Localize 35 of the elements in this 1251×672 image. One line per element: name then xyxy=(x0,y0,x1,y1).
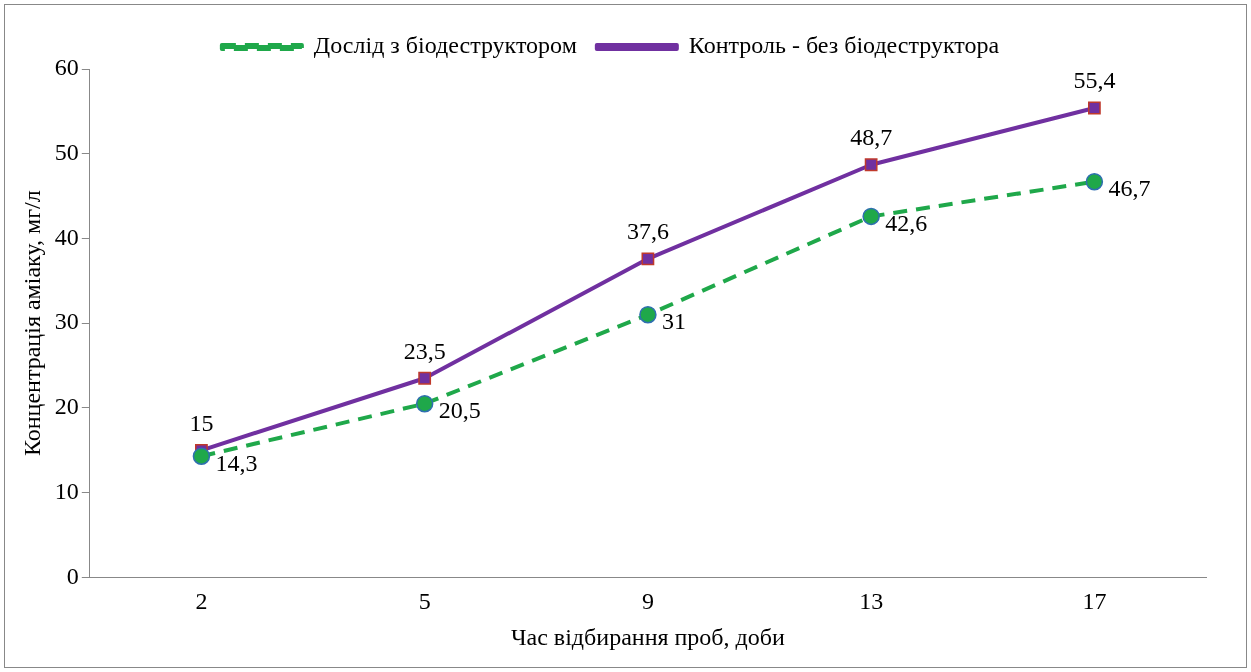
y-tick-label: 20 xyxy=(54,393,79,420)
data-label: 14,3 xyxy=(215,449,258,476)
data-label: 37,6 xyxy=(626,218,669,245)
legend-label: Контроль - без біодеструктора xyxy=(688,32,1000,59)
x-axis-title: Час відбирання проб, доби xyxy=(510,623,785,650)
data-label: 31 xyxy=(661,308,686,335)
data-label: 15 xyxy=(189,409,214,436)
y-tick-label: 0 xyxy=(66,562,79,589)
data-label: 55,4 xyxy=(1073,67,1116,94)
y-tick-label: 50 xyxy=(54,139,79,166)
y-tick-label: 30 xyxy=(54,308,79,335)
data-label: 46,7 xyxy=(1108,174,1151,201)
data-label: 48,7 xyxy=(850,124,893,151)
y-tick-label: 40 xyxy=(54,223,79,250)
point xyxy=(864,158,878,172)
y-tick-label: 10 xyxy=(54,477,79,504)
point xyxy=(639,305,657,324)
point xyxy=(1087,101,1101,115)
point xyxy=(1085,172,1104,191)
data-label: 42,6 xyxy=(885,209,928,236)
y-tick-label: 60 xyxy=(54,54,79,81)
point xyxy=(415,394,434,413)
x-tick-label: 17 xyxy=(1082,588,1107,615)
point xyxy=(192,447,211,465)
point xyxy=(418,371,432,385)
data-label: 23,5 xyxy=(403,337,446,364)
legend-label: Дослід з біодеструктором xyxy=(313,32,577,59)
x-tick-label: 13 xyxy=(859,588,884,615)
data-label: 20,5 xyxy=(438,396,481,423)
x-tick-label: 2 xyxy=(195,588,208,615)
y-axis-title: Концентрація аміаку, мг/л xyxy=(18,190,45,457)
x-tick-label: 5 xyxy=(418,588,431,615)
point xyxy=(862,207,880,226)
point xyxy=(641,252,655,266)
x-tick-label: 9 xyxy=(641,588,654,615)
